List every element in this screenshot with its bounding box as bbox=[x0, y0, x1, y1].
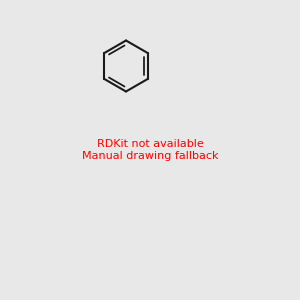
Text: RDKit not available
Manual drawing fallback: RDKit not available Manual drawing fallb… bbox=[82, 139, 218, 161]
